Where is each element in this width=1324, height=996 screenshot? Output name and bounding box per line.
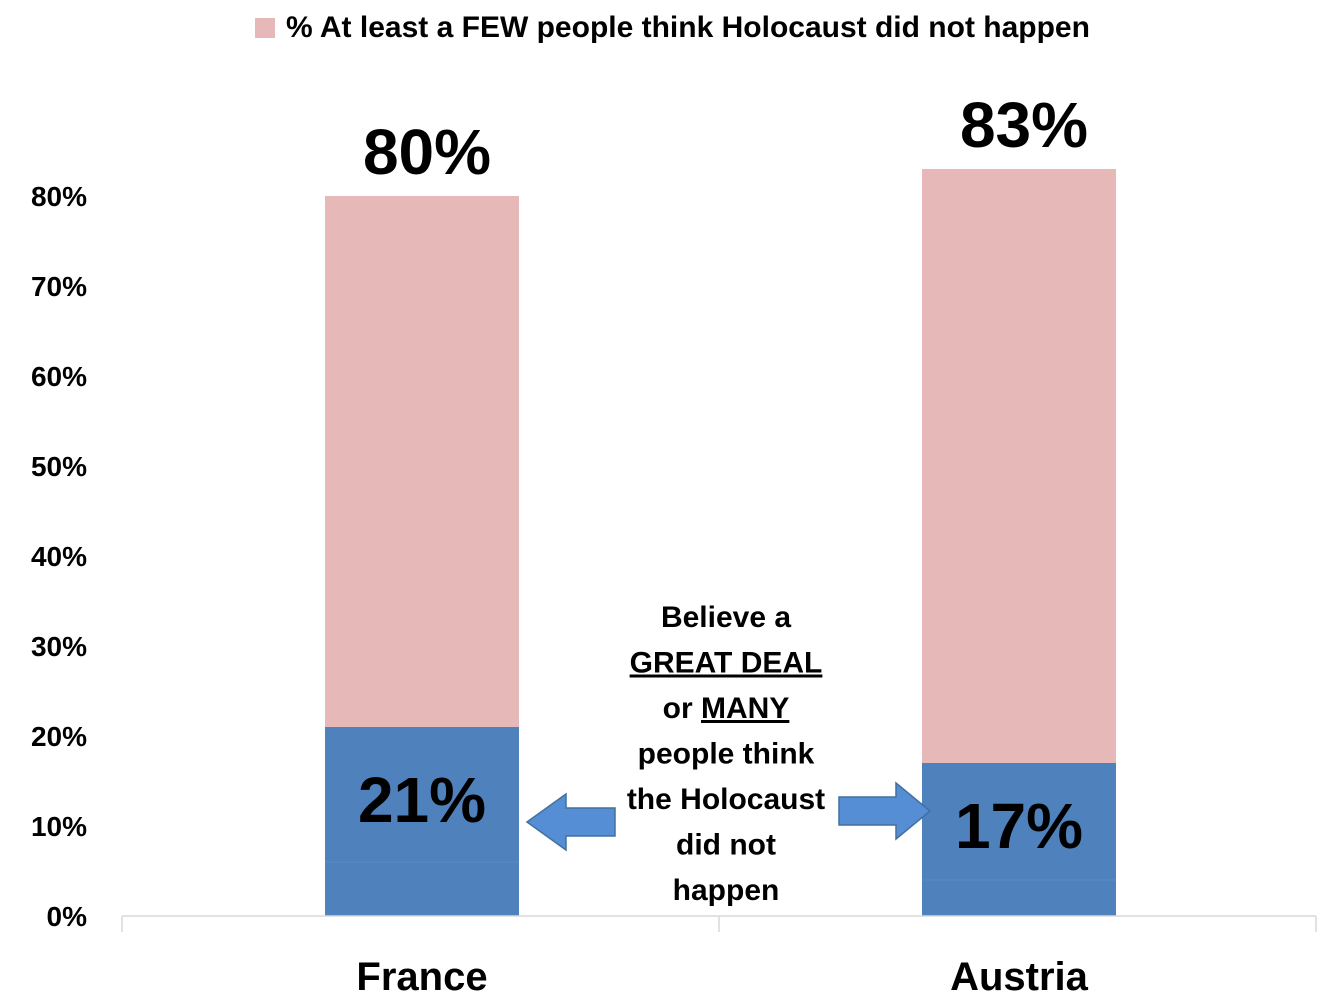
data-label-many: 17% xyxy=(955,790,1083,862)
y-tick-label: 10% xyxy=(31,811,87,842)
x-category-label: France xyxy=(356,955,487,996)
bar-many-austria xyxy=(922,763,1116,880)
bar-base-france xyxy=(325,862,519,916)
y-tick-label: 50% xyxy=(31,451,87,482)
annotation-line: the Holocaust xyxy=(627,783,825,816)
annotation-line: did not xyxy=(676,829,776,862)
data-label-total: 80% xyxy=(363,116,491,188)
y-axis: 0% 10% 20% 30% 40% 50% 60% 70% 80% xyxy=(31,181,87,932)
right-arrow-icon xyxy=(838,781,932,841)
bar-many-france xyxy=(325,727,519,862)
x-axis xyxy=(121,915,1317,932)
legend: % At least a FEW people think Holocaust … xyxy=(255,11,1090,44)
legend-swatch xyxy=(255,18,275,38)
bar-total-austria xyxy=(922,169,1116,763)
y-tick-label: 70% xyxy=(31,271,87,302)
annotation-arrows xyxy=(525,781,932,852)
legend-label: % At least a FEW people think Holocaust … xyxy=(286,11,1090,44)
y-tick-label: 60% xyxy=(31,361,87,392)
x-category-label: Austria xyxy=(950,955,1089,996)
left-arrow-icon xyxy=(525,792,616,852)
bar-total-france xyxy=(325,196,519,727)
x-axis-categories: France Austria xyxy=(356,955,1088,996)
annotation-line: happen xyxy=(673,874,780,907)
annotation-line: Believe a xyxy=(661,601,791,634)
annotation-word: MANY xyxy=(701,692,789,725)
annotation-word: or xyxy=(663,692,701,725)
y-tick-label: 40% xyxy=(31,541,87,572)
annotation-line: or MANY xyxy=(663,692,790,725)
y-tick-label: 0% xyxy=(47,901,88,932)
data-label-many: 21% xyxy=(358,764,486,836)
y-tick-label: 80% xyxy=(31,181,87,212)
bar-base-austria xyxy=(922,880,1116,916)
annotation-line: people think xyxy=(638,738,815,771)
annotation-line: GREAT DEAL xyxy=(630,647,823,680)
data-label-total: 83% xyxy=(960,89,1088,161)
y-tick-label: 30% xyxy=(31,631,87,662)
annotation-text: Believe a GREAT DEAL or MANY people think th… xyxy=(627,601,825,907)
bars: 80% 83% 21% 17% xyxy=(325,89,1116,916)
y-tick-label: 20% xyxy=(31,721,87,752)
